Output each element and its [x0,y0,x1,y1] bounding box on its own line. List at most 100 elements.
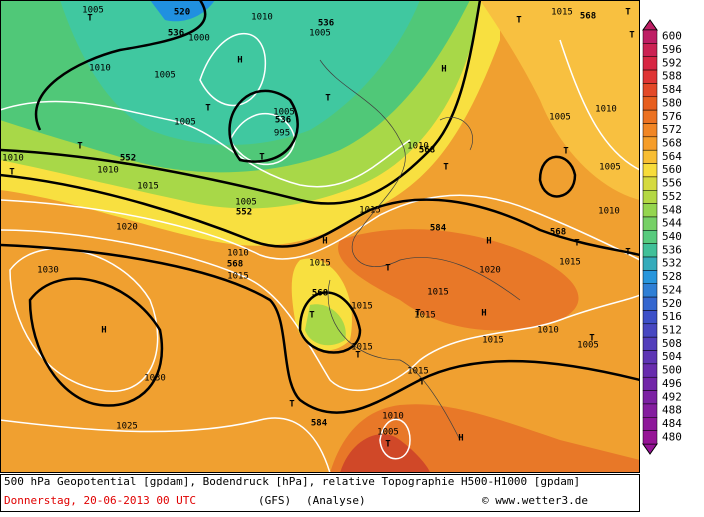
contour-label: 552 [236,208,252,218]
colorbar-cell [642,96,658,111]
colorbar-cell [642,163,658,178]
colorbar-label: 596 [662,43,682,56]
contour-label: 584 [311,419,328,429]
contour-label: 1005 [309,29,331,39]
colorbar-label: 568 [662,137,682,150]
colorbar-cell [642,390,658,405]
colorbar-cell [642,270,658,284]
contour-label: 520 [174,8,190,18]
colorbar-cell [642,430,658,445]
contour-label: 1015 [407,367,429,377]
contour-label: 1015 [351,302,373,312]
contour-label: 1010 [89,64,111,74]
colorbar-cell [642,176,658,191]
colorbar-cell [642,336,658,351]
pressure-center: T [563,147,569,157]
colorbar-cell [642,56,658,71]
colorbar-label: 500 [662,364,682,377]
contour-label: 536 [168,29,184,39]
contour-label: 1005 [235,198,257,208]
colorbar-label: 588 [662,70,682,83]
colorbar-cell [642,203,658,218]
pressure-center: T [355,351,361,361]
contour-label: 1025 [116,422,138,432]
contour-label: 568 [550,228,566,238]
contour-label: 1015 [427,288,449,298]
pressure-center: H [101,326,106,336]
pressure-center: T [419,378,425,388]
colorbar-cell [642,363,658,378]
colorbar-cell [642,136,658,151]
map-field [1,1,639,472]
contour-label: 584 [430,224,447,234]
colorbar-cell [642,243,658,258]
colorbar-cell [642,83,658,98]
contour-label: 1015 [559,258,581,268]
contour-label: 1010 [97,166,119,176]
contour-label: 1010 [2,154,24,164]
contour-label: 1015 [359,206,381,216]
pressure-center: T [289,400,295,410]
caption-model: (GFS) [258,494,291,507]
contour-label: 1010 [251,13,273,23]
colorbar-cell [642,403,658,418]
pressure-center: H [481,309,486,319]
caption-date: Donnerstag, 20-06-2013 00 UTC [4,494,196,507]
colorbar-label: 496 [662,377,682,390]
contour-label: 1030 [144,374,166,384]
colorbar-label: 600 [662,30,682,43]
pressure-center: H [441,65,446,75]
colorbar-label: 480 [662,430,682,443]
pressure-center: T [77,142,83,152]
colorbar-cell [642,149,658,164]
contour-label: 1005 [377,428,399,438]
contour-label: 1005 [577,341,599,351]
pressure-center: T [629,31,635,41]
pressure-center: H [322,237,327,247]
colorbar-label: 516 [662,310,682,323]
colorbar-label: 564 [662,150,682,163]
pressure-center: T [589,334,595,344]
contour-label: 1010 [595,105,617,115]
colorbar-label: 540 [662,230,682,243]
colorbar-label: 492 [662,390,682,403]
pressure-center: T [385,440,391,450]
colorbar-label: 556 [662,177,682,190]
contour-label: 568 [580,12,596,22]
colorbar-cell [642,123,658,138]
caption-run: (Analyse) [306,494,366,507]
colorbar-label: 512 [662,323,682,336]
colorbar-label: 488 [662,404,682,417]
pressure-center: T [259,153,265,163]
contour-label: 1015 [227,272,249,282]
colorbar-label: 484 [662,417,682,430]
colorbar-label: 572 [662,123,682,136]
contour-label: 1015 [137,182,159,192]
contour-label: 1005 [174,118,196,128]
contour-label: 1005 [82,6,104,16]
colorbar-label: 548 [662,203,682,216]
colorbar-cell [642,256,658,271]
pressure-center: H [458,434,463,444]
contour-label: 1005 [273,108,295,118]
colorbar-cell [642,109,658,124]
contour-label: 1010 [598,207,620,217]
colorbar-cell [642,216,658,231]
contour-label: 1000 [188,34,210,44]
contour-label: 536 [318,19,334,29]
colorbar-cell [642,283,658,298]
colorbar-cell [642,29,658,44]
contour-label: 995 [274,129,290,139]
contour-label: 568 [312,289,328,299]
pressure-center: T [574,239,580,249]
contour-label: 568 [227,260,243,270]
contour-label: 1015 [309,259,331,269]
pressure-center: T [309,311,315,321]
pressure-center: T [625,8,631,18]
colorbar-cell [642,43,658,57]
contour-label: 1010 [407,142,429,152]
colorbar-label: 520 [662,297,682,310]
pressure-center: T [205,104,211,114]
